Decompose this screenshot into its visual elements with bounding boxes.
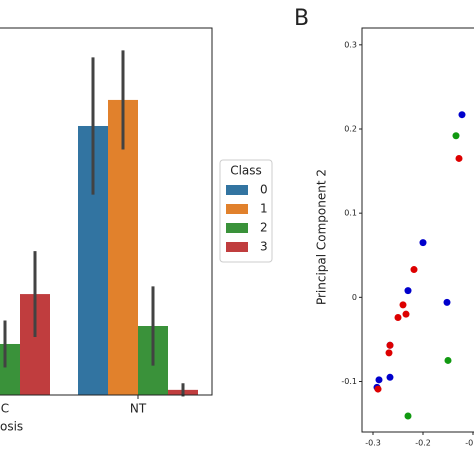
point: [386, 341, 394, 349]
point: [399, 301, 407, 309]
point: [404, 412, 412, 420]
panel-label: B: [294, 6, 309, 31]
y-tick-label: 0: [352, 293, 357, 302]
x-tick-label: -0.1: [465, 439, 474, 448]
legend-label: 0: [260, 183, 268, 197]
point: [444, 356, 452, 364]
point: [410, 266, 418, 274]
point: [386, 373, 394, 381]
point: [385, 349, 393, 357]
axes-frame: [0, 27, 213, 396]
point: [394, 314, 402, 322]
legend-label: 1: [260, 202, 268, 216]
point: [419, 239, 427, 247]
point: [452, 132, 460, 140]
point: [458, 111, 466, 119]
legend-swatch: [226, 242, 248, 252]
x-tick-label: NT: [130, 402, 147, 416]
legend-swatch: [226, 185, 248, 195]
y-axis-label: Principal Component 2: [315, 169, 329, 305]
point: [455, 154, 463, 162]
point: [402, 310, 410, 318]
legend-swatch: [226, 223, 248, 233]
y-tick-label: 0.2: [344, 125, 357, 134]
legend-swatch: [226, 204, 248, 214]
y-tick-label: 0.3: [344, 40, 357, 49]
point: [375, 376, 383, 384]
axes-frame: [361, 27, 474, 433]
x-tick-label: C: [1, 402, 9, 416]
legend-label: 3: [260, 240, 268, 254]
legend-title: Class: [230, 164, 262, 178]
x-axis-label: osis: [0, 420, 23, 434]
x-tick-label: -0.3: [365, 439, 381, 448]
legend-label: 2: [260, 221, 268, 235]
point: [443, 298, 451, 306]
x-tick-label: -0.2: [415, 439, 431, 448]
point: [404, 287, 412, 295]
bar: [0, 343, 20, 395]
y-tick-label: -0.1: [341, 377, 357, 386]
point: [374, 385, 382, 393]
y-tick-label: 0.1: [344, 209, 357, 218]
